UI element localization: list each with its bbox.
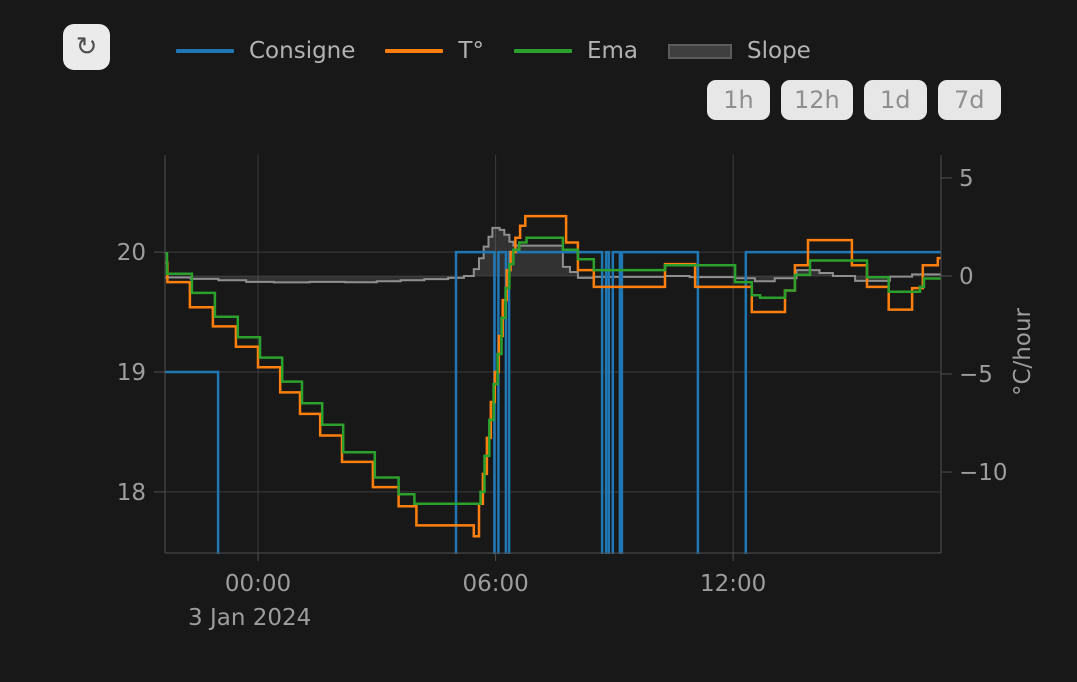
legend: Consigne T° Ema Slope <box>176 38 811 64</box>
grid-layer <box>165 155 941 553</box>
refresh-button[interactable]: ↻ <box>63 24 110 70</box>
range-button-1h[interactable]: 1h <box>707 80 770 120</box>
svg-text:0: 0 <box>959 264 974 290</box>
slope-area-swatch <box>668 43 733 59</box>
x-axis-date-label: 3 Jan 2024 <box>188 605 311 631</box>
axis-layer: 00:00 06:00 12:00 20 19 18 5 0 −5 −10 <box>117 155 1008 597</box>
temperature-line-swatch <box>385 49 444 53</box>
range-button-7d[interactable]: 7d <box>937 80 1001 120</box>
svg-text:19: 19 <box>117 360 146 386</box>
series-layer <box>165 214 941 554</box>
refresh-icon: ↻ <box>75 32 98 62</box>
time-range-buttons: 1h 12h 1d 7d <box>707 80 1001 120</box>
svg-text:5: 5 <box>959 166 974 192</box>
legend-item-temperature[interactable]: T° <box>385 38 484 64</box>
legend-item-slope[interactable]: Slope <box>668 38 811 64</box>
svg-text:18: 18 <box>117 480 146 506</box>
legend-item-consigne[interactable]: Consigne <box>176 38 355 64</box>
legend-label-temperature: T° <box>458 38 484 64</box>
ema-line-swatch <box>513 49 572 53</box>
y-right-axis-unit-label: °C/hour <box>1010 307 1036 396</box>
svg-text:−5: −5 <box>959 362 993 388</box>
range-button-1d[interactable]: 1d <box>863 80 927 120</box>
consigne-line-swatch <box>176 49 234 53</box>
legend-item-ema[interactable]: Ema <box>513 38 639 64</box>
svg-text:−10: −10 <box>959 460 1008 486</box>
svg-text:00:00: 00:00 <box>225 571 291 597</box>
legend-label-slope: Slope <box>747 38 811 64</box>
legend-label-ema: Ema <box>586 38 639 64</box>
legend-label-consigne: Consigne <box>249 38 356 64</box>
svg-text:20: 20 <box>117 240 146 266</box>
svg-text:06:00: 06:00 <box>462 571 528 597</box>
svg-text:12:00: 12:00 <box>700 571 766 597</box>
range-button-12h[interactable]: 12h <box>781 80 853 120</box>
